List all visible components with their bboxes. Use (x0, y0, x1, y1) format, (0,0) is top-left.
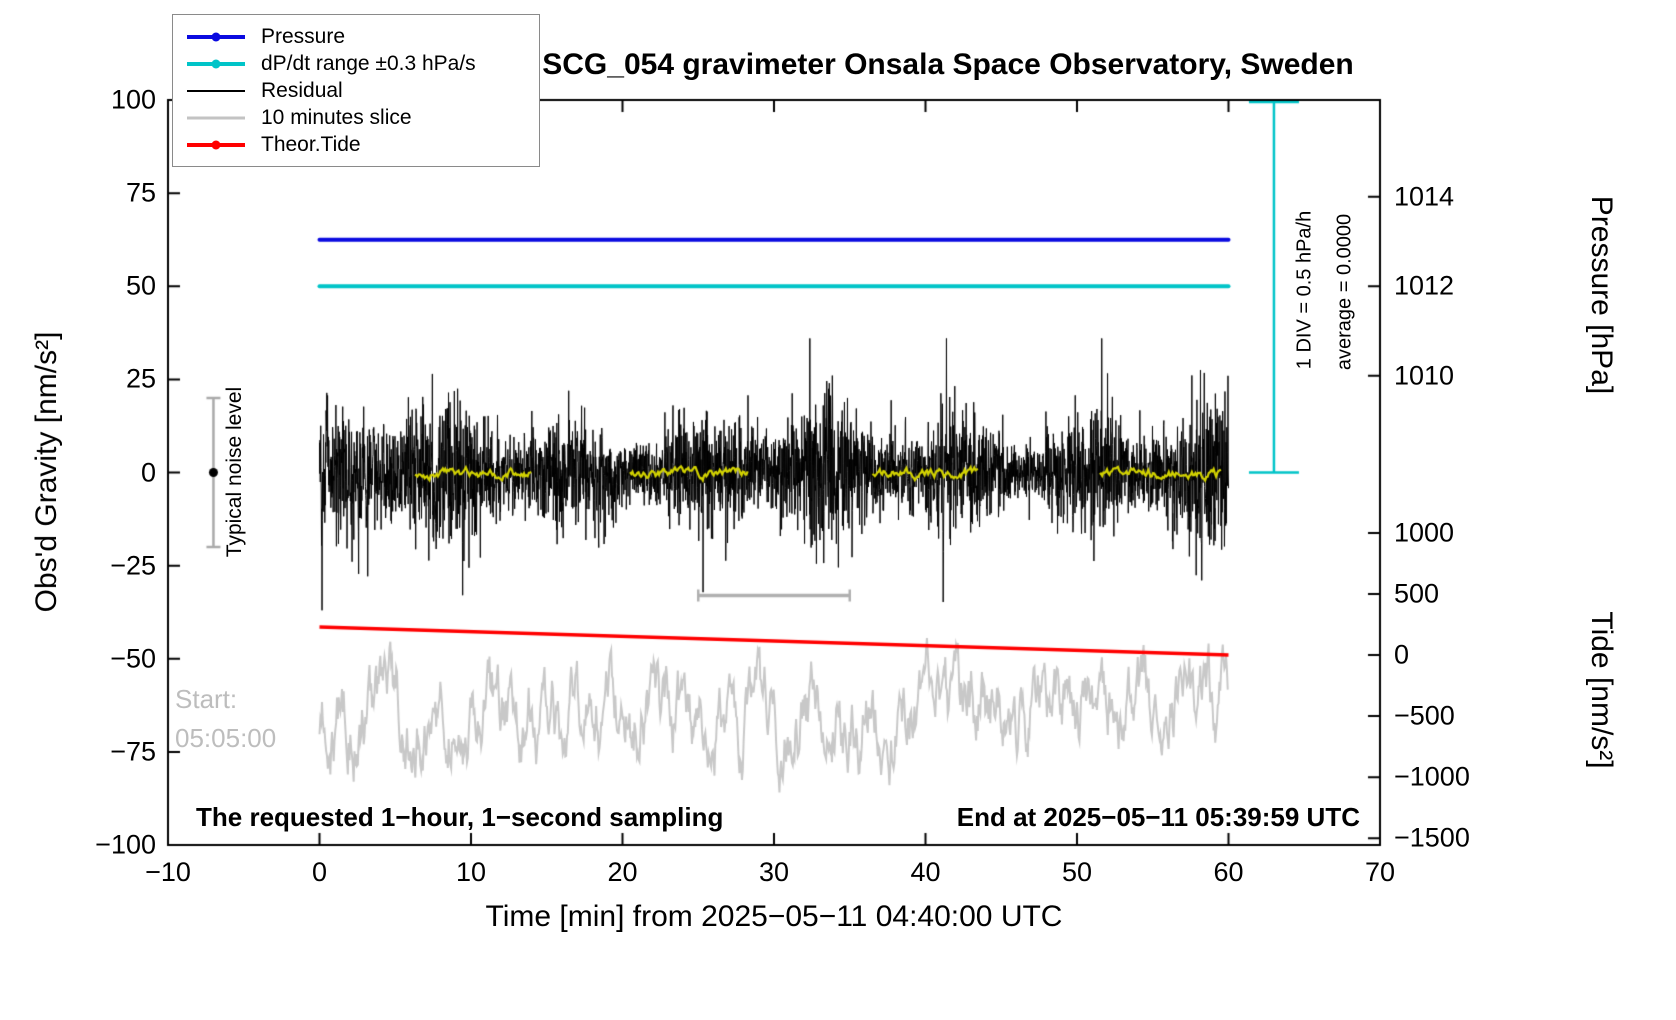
start-label: Start: (175, 684, 238, 714)
legend: Pressure dP/dt range ±0.3 hPa/s Residual… (172, 14, 540, 167)
gravity-tick-label: −100 (95, 829, 156, 860)
legend-item-residual: Residual (187, 77, 521, 104)
legend-item-label: Residual (261, 78, 343, 102)
tide-tick-label: −1000 (1394, 761, 1470, 792)
tide-tick-label: 1000 (1394, 517, 1455, 548)
y-axis-label-pressure: Pressure [hPa] (1585, 195, 1618, 395)
legend-item-label: dP/dt range ±0.3 hPa/s (261, 51, 476, 75)
x-tick-label: 50 (1061, 857, 1093, 887)
tide-tick-label: 500 (1394, 578, 1440, 609)
legend-item-dpdt-range: dP/dt range ±0.3 hPa/s (187, 50, 521, 77)
pressure-line-sample-icon (187, 23, 245, 50)
residual-line-sample-icon (187, 77, 245, 104)
x-tick-label: 0 (311, 857, 328, 887)
sampling-note: The requested 1−hour, 1−second sampling (196, 802, 724, 832)
tide-tick-label: −500 (1394, 700, 1455, 731)
gravity-tick-label: 25 (125, 363, 156, 394)
average-value-label: average = 0.0000 (1333, 213, 1356, 371)
gravity-tick-label: −50 (110, 643, 156, 674)
x-tick-label: −10 (145, 857, 191, 887)
slice-line-sample-icon (187, 104, 245, 131)
tide-line-sample-icon (187, 131, 245, 158)
tide-tick-label: 0 (1394, 639, 1410, 670)
legend-item-label: 10 minutes slice (261, 105, 412, 129)
gravity-tick-label: 100 (110, 84, 156, 115)
x-tick-label: 10 (455, 857, 487, 887)
legend-item-theor-tide: Theor.Tide (187, 131, 521, 158)
legend-item-pressure: Pressure (187, 23, 521, 50)
x-axis-label-time: Time [min] from 2025−05−11 04:40:00 UTC (485, 900, 1063, 933)
x-tick-label: 30 (758, 857, 790, 887)
pressure-tick-label: 1014 (1394, 181, 1455, 212)
x-tick-label: 60 (1213, 857, 1244, 887)
x-tick-label: 40 (910, 857, 941, 887)
y-axis-label-tide: Tide [nm/s²] (1585, 611, 1618, 769)
pressure-tick-label: 1010 (1394, 360, 1455, 391)
legend-item-label: Theor.Tide (261, 132, 361, 156)
gravity-tick-label: −75 (110, 736, 156, 767)
pressure-tick-label: 1012 (1394, 270, 1455, 301)
typical-noise-level-label: Typical noise level (223, 386, 246, 558)
legend-item-10-minutes-slice: 10 minutes slice (187, 104, 521, 131)
y-axis-label-gravity: Obs'd Gravity [nm/s²] (30, 331, 63, 613)
x-tick-label: 20 (607, 857, 638, 887)
gravity-tick-label: −25 (110, 550, 156, 581)
gravity-tick-label: 0 (140, 457, 156, 487)
tide-tick-label: −1500 (1394, 822, 1470, 853)
dpdt-line-sample-icon (187, 50, 245, 77)
gravity-tick-label: 50 (125, 270, 156, 301)
end-time-note: End at 2025−05−11 05:39:59 UTC (956, 802, 1360, 832)
start-time-value: 05:05:00 (175, 723, 277, 753)
legend-item-label: Pressure (261, 24, 346, 48)
x-tick-label: 70 (1364, 857, 1396, 887)
div-scale-label: 1 DIV = 0.5 hPa/h (1293, 210, 1316, 370)
gravity-tick-label: 75 (125, 177, 156, 208)
chart-title: SCG_054 gravimeter Onsala Space Observat… (542, 48, 1354, 81)
